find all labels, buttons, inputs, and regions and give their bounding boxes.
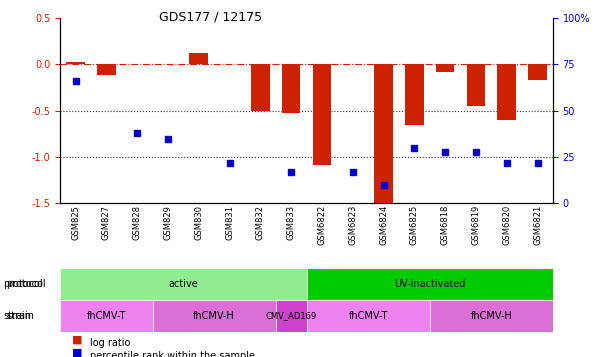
FancyBboxPatch shape	[60, 268, 307, 300]
Text: fhCMV-T: fhCMV-T	[349, 311, 388, 321]
FancyBboxPatch shape	[307, 268, 553, 300]
Bar	[374, 64, 393, 208]
Bar	[97, 64, 115, 75]
Text: percentile rank within the sample: percentile rank within the sample	[90, 351, 255, 357]
Text: ■: ■	[72, 335, 82, 345]
Text: active: active	[168, 279, 198, 289]
FancyBboxPatch shape	[430, 300, 553, 332]
Text: protocol: protocol	[6, 279, 46, 289]
FancyBboxPatch shape	[153, 300, 276, 332]
FancyBboxPatch shape	[60, 300, 153, 332]
Bar	[405, 64, 424, 125]
Bar	[66, 62, 85, 64]
Text: log ratio: log ratio	[90, 338, 130, 348]
Bar	[189, 53, 208, 64]
Text: ■: ■	[72, 348, 82, 357]
FancyBboxPatch shape	[276, 300, 307, 332]
Text: fhCMV-H: fhCMV-H	[194, 311, 235, 321]
Text: fhCMV-T: fhCMV-T	[87, 311, 126, 321]
Bar	[498, 64, 516, 120]
Bar	[467, 64, 485, 106]
Text: CMV_AD169: CMV_AD169	[266, 311, 317, 321]
Text: GDS177 / 12175: GDS177 / 12175	[159, 11, 262, 24]
FancyBboxPatch shape	[307, 300, 430, 332]
Bar	[436, 64, 454, 72]
Bar	[313, 64, 331, 165]
Text: fhCMV-H: fhCMV-H	[471, 311, 512, 321]
Bar	[528, 64, 547, 80]
Text: UV-inactivated: UV-inactivated	[394, 279, 465, 289]
Bar	[282, 64, 300, 114]
Text: strain: strain	[6, 311, 34, 321]
Bar	[251, 64, 270, 111]
Text: protocol: protocol	[3, 279, 43, 289]
Text: strain: strain	[3, 311, 31, 321]
